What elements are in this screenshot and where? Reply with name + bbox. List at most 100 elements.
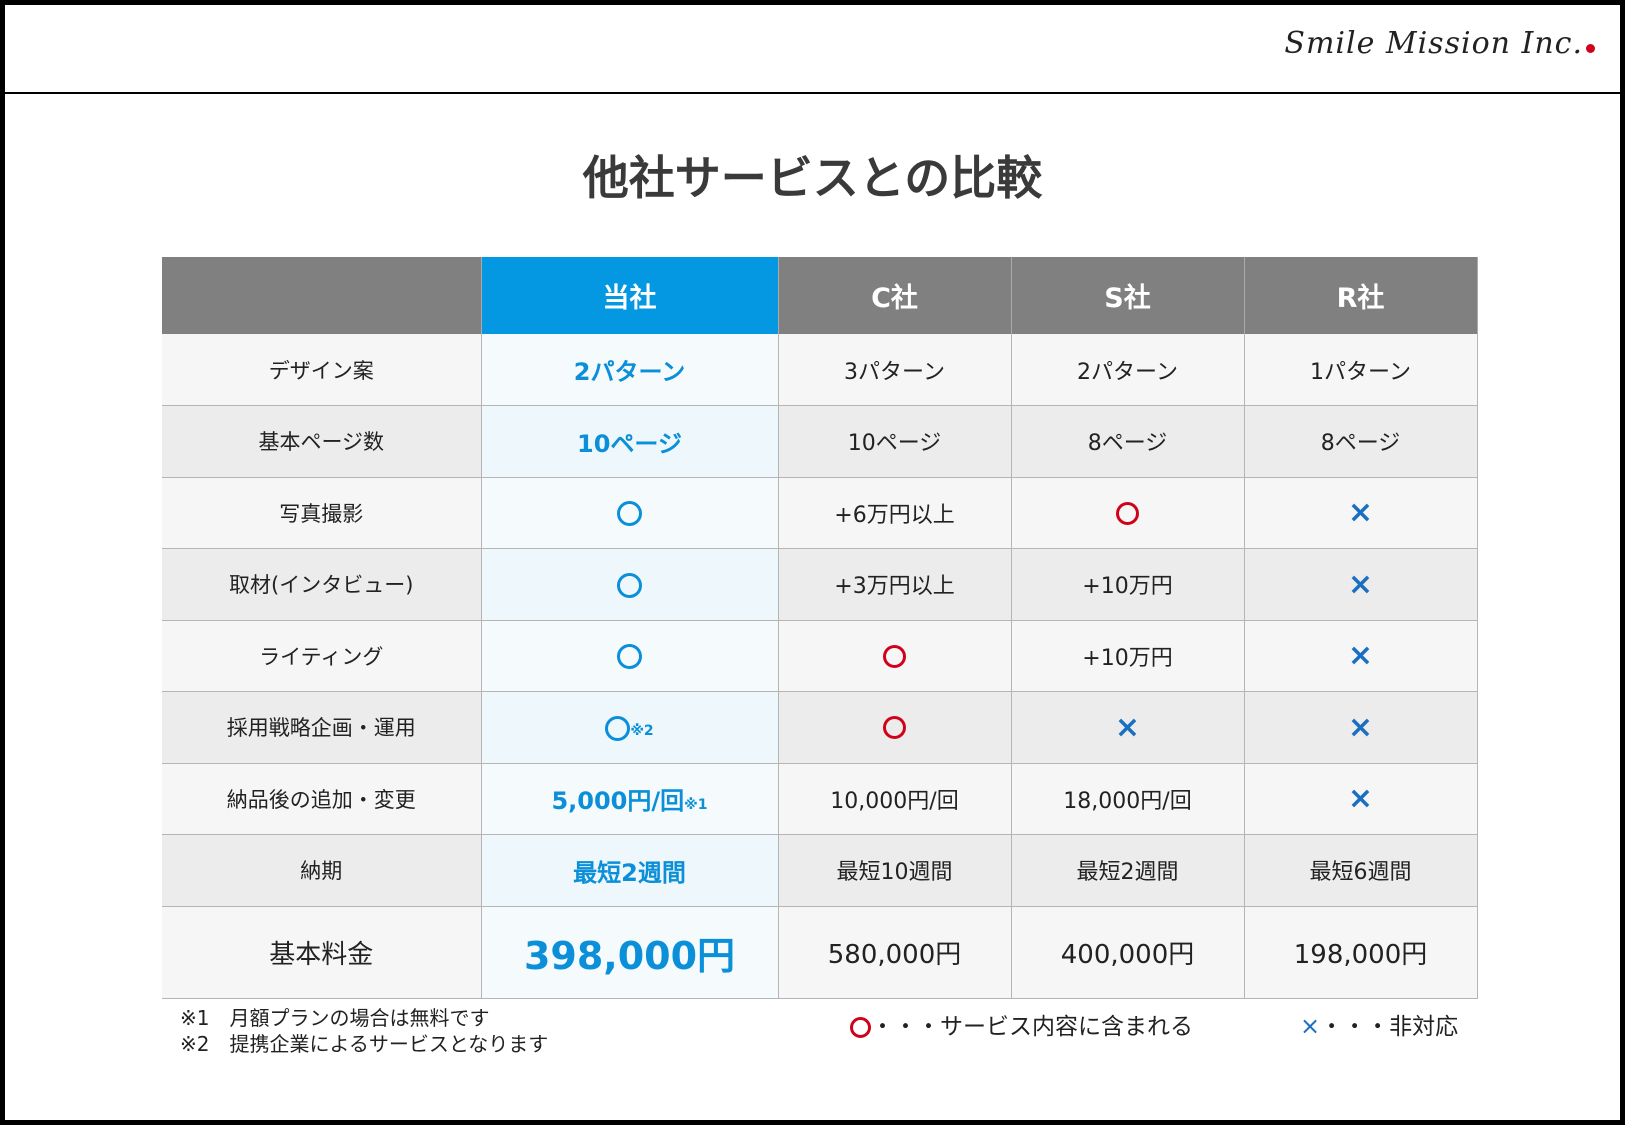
circle-icon [617, 501, 642, 527]
cell-value: ライティング [259, 644, 384, 669]
circle-icon [883, 644, 906, 668]
cell-included [778, 620, 1012, 692]
cross-icon: × [1347, 566, 1374, 602]
table-row: 基本料金 398,000円 580,000円 400,000円 198,000円 [162, 906, 1478, 999]
circle-icon [850, 1017, 871, 1038]
cross-icon: × [1347, 781, 1374, 817]
table-cell: 18,000円/回 [1011, 763, 1245, 835]
cell-value: 2パターン [1077, 359, 1178, 385]
cell-value: 3パターン [844, 359, 945, 385]
table-row: 採用戦略企画・運用 ※2 × × [162, 691, 1478, 764]
cell-value: +10万円 [1082, 645, 1173, 671]
cell-value: 5,000円/回 [551, 787, 685, 816]
circle-icon [1116, 501, 1139, 525]
comparison-table: 当社 C社 S社 R社 デザイン案 2パターン 3パターン 2パターン 1パターン 基本ページ数… [162, 257, 1478, 999]
footnote-ref: ※1 [684, 797, 708, 814]
cell-value: 400,000円 [1060, 939, 1195, 970]
header-divider [0, 92, 1625, 94]
cell-unsupported: × [1244, 477, 1478, 549]
cell-included [778, 691, 1012, 764]
footnotes: ※1 月額プランの場合は無料です ※2 提携企業によるサービスとなります [180, 1005, 548, 1057]
cross-icon: × [1114, 709, 1141, 745]
logo-dot [1586, 44, 1595, 53]
cell-value: 10ページ [577, 429, 682, 458]
cell-value: 基本ページ数 [258, 430, 385, 455]
table-cell: 最短10週間 [778, 834, 1012, 907]
column-header-3: S社 [1011, 257, 1245, 334]
cell-value: +6万円以上 [834, 502, 955, 528]
footnote-ref: ※2 [630, 723, 654, 740]
row-label: 基本料金 [162, 906, 482, 999]
legend-unsupported: ×・・・非対応 [1300, 1007, 1458, 1041]
cell-value: 最短6週間 [1309, 860, 1412, 886]
cell-value: 最短2週間 [573, 858, 686, 887]
table-cell: 2パターン [481, 334, 779, 406]
table-cell: 580,000円 [778, 906, 1012, 999]
cell-value: 納期 [300, 859, 343, 884]
circle-icon [883, 716, 906, 740]
table-cell: 10ページ [481, 405, 779, 478]
column-header-1: 当社 [481, 257, 779, 334]
cell-value: 8ページ [1320, 431, 1401, 457]
table-cell: 10,000円/回 [778, 763, 1012, 835]
row-label: 納品後の追加・変更 [162, 763, 482, 835]
circle-icon [617, 572, 642, 598]
legend-included: ・・・サービス内容に含まれる [850, 1007, 1193, 1041]
row-label: 取材(インタビュー) [162, 548, 482, 621]
cell-value: 採用戦略企画・運用 [226, 716, 416, 741]
table-cell: 最短2週間 [481, 834, 779, 907]
cell-value: 18,000円/回 [1063, 788, 1192, 814]
cell-unsupported: × [1244, 548, 1478, 621]
table-row: 取材(インタビュー) +3万円以上 +10万円 × [162, 548, 1478, 621]
cell-value: 写真撮影 [279, 501, 364, 526]
cell-value: 580,000円 [827, 939, 962, 970]
circle-icon [605, 715, 631, 741]
cross-icon: × [1347, 709, 1374, 745]
table-cell: 2パターン [1011, 334, 1245, 406]
cell-unsupported: × [1244, 763, 1478, 835]
column-header-0 [162, 257, 482, 334]
cross-icon: × [1300, 1012, 1321, 1040]
table-cell: +3万円以上 [778, 548, 1012, 621]
cell-unsupported: × [1244, 620, 1478, 692]
table-cell: +6万円以上 [778, 477, 1012, 549]
table-cell: 5,000円/回※1 [481, 763, 779, 835]
legend-unsupported-text: ・・・非対応 [1320, 1014, 1459, 1040]
row-label: 基本ページ数 [162, 405, 482, 478]
table-cell: 8ページ [1244, 405, 1478, 478]
table-cell: 3パターン [778, 334, 1012, 406]
footnote-2: ※2 提携企業によるサービスとなります [180, 1032, 549, 1056]
company-logo: Smile Mission Inc. [1284, 26, 1595, 61]
cell-value: 取材(インタビュー) [229, 573, 414, 598]
cell-value: 2パターン [573, 358, 686, 386]
legend-included-text: ・・・サービス内容に含まれる [871, 1014, 1193, 1040]
logo-text: Smile Mission Inc. [1284, 26, 1583, 61]
cell-unsupported: × [1011, 691, 1245, 764]
cell-unsupported: × [1244, 691, 1478, 764]
cell-included [481, 548, 779, 621]
cell-included [1011, 477, 1245, 549]
table-row: ライティング +10万円 × [162, 620, 1478, 692]
table-cell: 最短6週間 [1244, 834, 1478, 907]
table-row: 納品後の追加・変更 5,000円/回※1 10,000円/回 18,000円/回 × [162, 763, 1478, 835]
table-row: 納期 最短2週間 最短10週間 最短2週間 最短6週間 [162, 834, 1478, 907]
row-label: ライティング [162, 620, 482, 692]
table-row: 写真撮影 +6万円以上 × [162, 477, 1478, 549]
cell-value: 最短10週間 [836, 860, 953, 886]
cell-included [481, 620, 779, 692]
table-cell: 10ページ [778, 405, 1012, 478]
table-cell: 8ページ [1011, 405, 1245, 478]
table-row: デザイン案 2パターン 3パターン 2パターン 1パターン [162, 334, 1478, 406]
cell-value: 基本料金 [269, 939, 374, 970]
table-cell: 1パターン [1244, 334, 1478, 406]
cell-value: 納品後の追加・変更 [226, 787, 416, 812]
table-row: 基本ページ数 10ページ 10ページ 8ページ 8ページ [162, 405, 1478, 478]
cell-value: +3万円以上 [834, 574, 955, 600]
table-cell: +10万円 [1011, 548, 1245, 621]
column-header-2: C社 [778, 257, 1012, 334]
column-header-4: R社 [1244, 257, 1478, 334]
row-label: 納期 [162, 834, 482, 907]
circle-icon [617, 644, 642, 670]
table-cell: 最短2週間 [1011, 834, 1245, 907]
